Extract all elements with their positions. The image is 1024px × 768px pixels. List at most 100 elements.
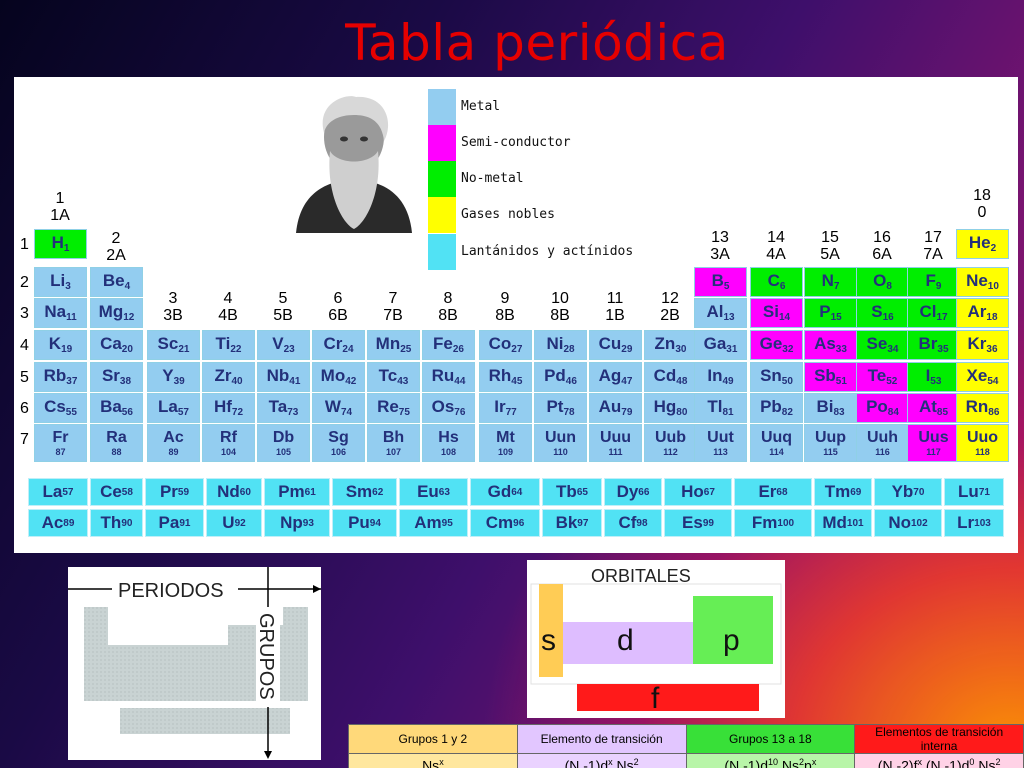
element-cell-mg: Mg12 bbox=[90, 298, 143, 328]
element-symbol: W74 bbox=[324, 397, 353, 418]
element-number: 105 bbox=[275, 446, 292, 457]
element-cell-sc: Sc21 bbox=[147, 330, 200, 360]
element-symbol: Na11 bbox=[44, 302, 77, 323]
element-number: 107 bbox=[385, 446, 402, 457]
element-number: 56 bbox=[121, 407, 133, 418]
legend-label: Semi-conductor bbox=[461, 135, 571, 150]
element-cell-ar: Ar18 bbox=[956, 298, 1009, 328]
element-cell-rb: Rb37 bbox=[34, 362, 87, 392]
legend-swatch-1 bbox=[428, 89, 456, 125]
actinide-cell-cf: Cf 98 bbox=[604, 509, 662, 537]
element-number: 36 bbox=[986, 344, 998, 355]
element-cell-ir: Ir77 bbox=[479, 393, 532, 423]
element-number: 94 bbox=[369, 517, 381, 529]
element-symbol: Se34 bbox=[866, 334, 899, 355]
element-symbol: Ga31 bbox=[703, 334, 738, 355]
element-symbol: Mt bbox=[496, 428, 515, 446]
element-number: 18 bbox=[986, 312, 998, 323]
element-cell-zr: Zr40 bbox=[202, 362, 255, 392]
element-symbol: As33 bbox=[814, 334, 847, 355]
element-symbol: Al13 bbox=[706, 302, 735, 323]
config-header-row: Grupos 1 y 2 Elemento de transición Grup… bbox=[348, 724, 1024, 754]
element-number: 5 bbox=[723, 281, 730, 292]
element-number: 62 bbox=[372, 486, 384, 498]
element-cell-w: W74 bbox=[312, 393, 365, 423]
config-header-cell: Elemento de transición bbox=[516, 724, 687, 754]
config-formula-row: Nsx (N -1)dx Ns2 (N -1)d10 Ns2px (N -2)f… bbox=[348, 753, 1024, 768]
config-formula-cell: Nsx bbox=[348, 753, 518, 768]
element-symbol: Ge32 bbox=[759, 334, 794, 355]
element-number: 117 bbox=[926, 446, 941, 457]
element-number: 23 bbox=[283, 344, 295, 355]
element-cell-fe: Fe26 bbox=[422, 330, 475, 360]
element-number: 33 bbox=[835, 344, 847, 355]
element-symbol: Sc21 bbox=[157, 334, 190, 355]
element-cell-cd: Cd48 bbox=[644, 362, 697, 392]
element-symbol: Uus bbox=[918, 428, 949, 446]
d-label: d bbox=[617, 624, 634, 657]
element-number: 78 bbox=[563, 407, 575, 418]
element-number: 10 bbox=[987, 281, 999, 292]
element-number: 21 bbox=[178, 344, 190, 355]
element-symbol: Uut bbox=[707, 428, 734, 446]
element-number: 86 bbox=[988, 407, 1000, 418]
element-number: 72 bbox=[231, 407, 244, 418]
element-symbol: Pt78 bbox=[546, 397, 575, 418]
element-number: 11 bbox=[66, 312, 77, 323]
actinide-cell-no: No 102 bbox=[874, 509, 942, 537]
element-cell-ca: Ca20 bbox=[90, 330, 143, 360]
actinide-cell-md: Md 101 bbox=[814, 509, 872, 537]
config-formula-cell: (N -2)fx (N -1)d0 Ns2 bbox=[854, 753, 1024, 768]
element-symbol: Ne10 bbox=[966, 271, 999, 292]
element-number: 84 bbox=[887, 407, 899, 418]
element-number: 109 bbox=[497, 446, 514, 457]
actinide-cell-pa: Pa 91 bbox=[145, 509, 204, 537]
element-number: 101 bbox=[846, 517, 864, 529]
element-number: 39 bbox=[173, 376, 185, 387]
element-number: 66 bbox=[638, 486, 650, 498]
lanthanide-cell-dy: Dy 66 bbox=[604, 478, 662, 506]
element-symbol: N7 bbox=[821, 271, 840, 292]
element-number: 80 bbox=[676, 407, 688, 418]
element-number: 49 bbox=[722, 376, 734, 387]
periods-groups-diagram: PERIODOS GRUPOS bbox=[68, 567, 321, 760]
element-cell-cr: Cr24 bbox=[312, 330, 365, 360]
element-symbol: Ar18 bbox=[967, 302, 998, 323]
element-cell-pb: Pb82 bbox=[750, 393, 803, 423]
element-symbol: Tl81 bbox=[707, 397, 734, 418]
element-symbol: Sn50 bbox=[760, 366, 793, 387]
element-cell-tl: Tl81 bbox=[694, 393, 747, 423]
element-cell-sb: Sb51 bbox=[804, 362, 857, 392]
element-symbol: Db bbox=[272, 428, 295, 446]
group-header: 15 5A bbox=[820, 229, 840, 263]
lanthanide-cell-yb: Yb 70 bbox=[874, 478, 942, 506]
element-number: 2 bbox=[990, 243, 997, 254]
element-symbol: Bi83 bbox=[816, 397, 845, 418]
element-number: 108 bbox=[440, 446, 457, 457]
actinide-cell-es: Es 99 bbox=[664, 509, 732, 537]
element-cell-nb: Nb41 bbox=[257, 362, 310, 392]
element-number: 71 bbox=[978, 486, 990, 498]
element-number: 99 bbox=[702, 517, 714, 529]
element-number: 13 bbox=[723, 312, 735, 323]
lanthanide-cell-lu: Lu 71 bbox=[944, 478, 1004, 506]
element-number: 100 bbox=[777, 517, 795, 529]
element-number: 16 bbox=[882, 312, 894, 323]
element-number: 104 bbox=[220, 446, 237, 457]
element-number: 77 bbox=[505, 407, 517, 418]
config-formula-cell: (N -1)d10 Ns2px bbox=[685, 753, 856, 768]
element-number: 87 bbox=[55, 446, 66, 457]
element-number: 112 bbox=[663, 446, 678, 457]
element-cell-mt: Mt 109 bbox=[479, 424, 532, 462]
element-number: 47 bbox=[621, 376, 633, 387]
element-number: 97 bbox=[577, 517, 589, 529]
period-number: 7 bbox=[20, 431, 29, 448]
element-number: 51 bbox=[835, 376, 847, 387]
lanthanide-cell-tb: Tb 65 bbox=[542, 478, 602, 506]
actinide-cell-pu: Pu 94 bbox=[332, 509, 397, 537]
element-number: 74 bbox=[340, 407, 353, 418]
element-cell-h: H1 bbox=[34, 229, 87, 259]
period-number: 5 bbox=[20, 369, 29, 386]
element-symbol: Sr38 bbox=[101, 366, 132, 387]
orbitals-title: ORBITALES bbox=[591, 566, 691, 586]
